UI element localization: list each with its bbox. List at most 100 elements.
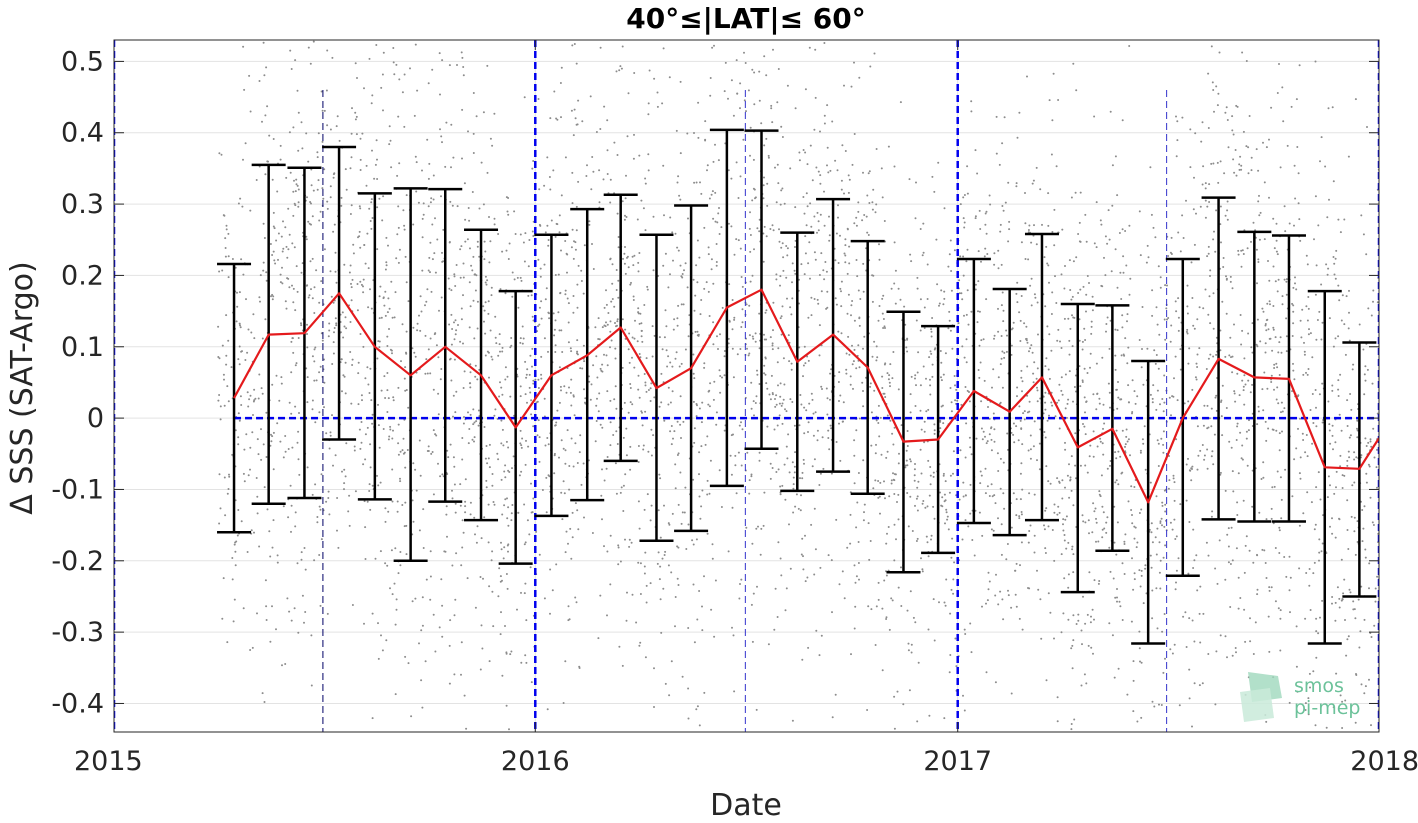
scatter-point — [1334, 620, 1336, 622]
scatter-point — [476, 542, 478, 544]
scatter-point — [909, 254, 911, 256]
scatter-point — [1206, 427, 1208, 429]
scatter-point — [462, 519, 464, 521]
scatter-point — [443, 550, 445, 552]
scatter-point — [386, 411, 388, 413]
scatter-point — [1045, 507, 1047, 509]
scatter-point — [370, 399, 372, 401]
scatter-point — [523, 242, 525, 244]
scatter-point — [875, 211, 877, 213]
scatter-point — [916, 498, 918, 500]
scatter-point — [555, 236, 557, 238]
scatter-point — [628, 412, 630, 414]
scatter-point — [519, 474, 521, 476]
scatter-point — [1309, 568, 1311, 570]
scatter-point — [1237, 106, 1239, 108]
scatter-point — [900, 605, 902, 607]
scatter-point — [932, 364, 934, 366]
scatter-point — [1198, 347, 1200, 349]
scatter-point — [289, 131, 291, 133]
scatter-point — [221, 154, 223, 156]
scatter-point — [473, 441, 475, 443]
scatter-point — [858, 472, 860, 474]
scatter-point — [226, 385, 228, 387]
scatter-point — [1019, 564, 1021, 566]
scatter-point — [524, 232, 526, 234]
scatter-point — [418, 315, 420, 317]
scatter-point — [694, 310, 696, 312]
scatter-point — [351, 299, 353, 301]
scatter-point — [763, 365, 765, 367]
scatter-point — [286, 308, 288, 310]
scatter-point — [830, 425, 832, 427]
scatter-point — [357, 372, 359, 374]
scatter-point — [1210, 425, 1212, 427]
scatter-point — [560, 492, 562, 494]
scatter-point — [1327, 268, 1329, 270]
scatter-point — [361, 421, 363, 423]
scatter-point — [610, 320, 612, 322]
scatter-point — [800, 263, 802, 265]
scatter-point — [1285, 281, 1287, 283]
scatter-point — [511, 296, 513, 298]
scatter-point — [313, 360, 315, 362]
scatter-point — [456, 264, 458, 266]
scatter-point — [292, 301, 294, 303]
scatter-point — [895, 303, 897, 305]
scatter-point — [708, 291, 710, 293]
scatter-point — [337, 547, 339, 549]
scatter-point — [1335, 486, 1337, 488]
scatter-point — [1251, 506, 1253, 508]
scatter-point — [1027, 258, 1029, 260]
scatter-point — [650, 400, 652, 402]
scatter-point — [603, 106, 605, 108]
scatter-point — [932, 506, 934, 508]
scatter-point — [568, 322, 570, 324]
scatter-point — [1149, 166, 1151, 168]
scatter-point — [1003, 352, 1005, 354]
scatter-point — [1257, 319, 1259, 321]
scatter-point — [1114, 677, 1116, 679]
scatter-point — [1272, 218, 1274, 220]
scatter-point — [853, 455, 855, 457]
scatter-point — [524, 361, 526, 363]
scatter-point — [991, 449, 993, 451]
scatter-point — [639, 642, 641, 644]
scatter-point — [1044, 365, 1046, 367]
scatter-point — [993, 264, 995, 266]
scatter-point — [1075, 192, 1077, 194]
scatter-point — [340, 205, 342, 207]
scatter-point — [1284, 205, 1286, 207]
scatter-point — [638, 252, 640, 254]
scatter-point — [664, 336, 666, 338]
scatter-point — [516, 609, 518, 611]
scatter-point — [1128, 225, 1130, 227]
scatter-point — [765, 374, 767, 376]
scatter-point — [1010, 607, 1012, 609]
scatter-point — [451, 565, 453, 567]
scatter-point — [389, 308, 391, 310]
scatter-point — [454, 285, 456, 287]
scatter-point — [819, 174, 821, 176]
scatter-point — [412, 499, 414, 501]
scatter-point — [804, 535, 806, 537]
scatter-point — [440, 195, 442, 197]
scatter-point — [903, 306, 905, 308]
scatter-point — [413, 352, 415, 354]
scatter-point — [390, 281, 392, 283]
scatter-point — [946, 511, 948, 513]
scatter-point — [616, 70, 618, 72]
scatter-point — [1337, 285, 1339, 287]
scatter-point — [1304, 618, 1306, 620]
scatter-point — [846, 353, 848, 355]
scatter-point — [1331, 385, 1333, 387]
scatter-point — [507, 447, 509, 449]
scatter-point — [1056, 340, 1058, 342]
scatter-point — [343, 482, 345, 484]
scatter-point — [510, 337, 512, 339]
scatter-point — [826, 388, 828, 390]
scatter-point — [817, 439, 819, 441]
scatter-point — [969, 400, 971, 402]
scatter-point — [461, 459, 463, 461]
scatter-point — [1195, 213, 1197, 215]
